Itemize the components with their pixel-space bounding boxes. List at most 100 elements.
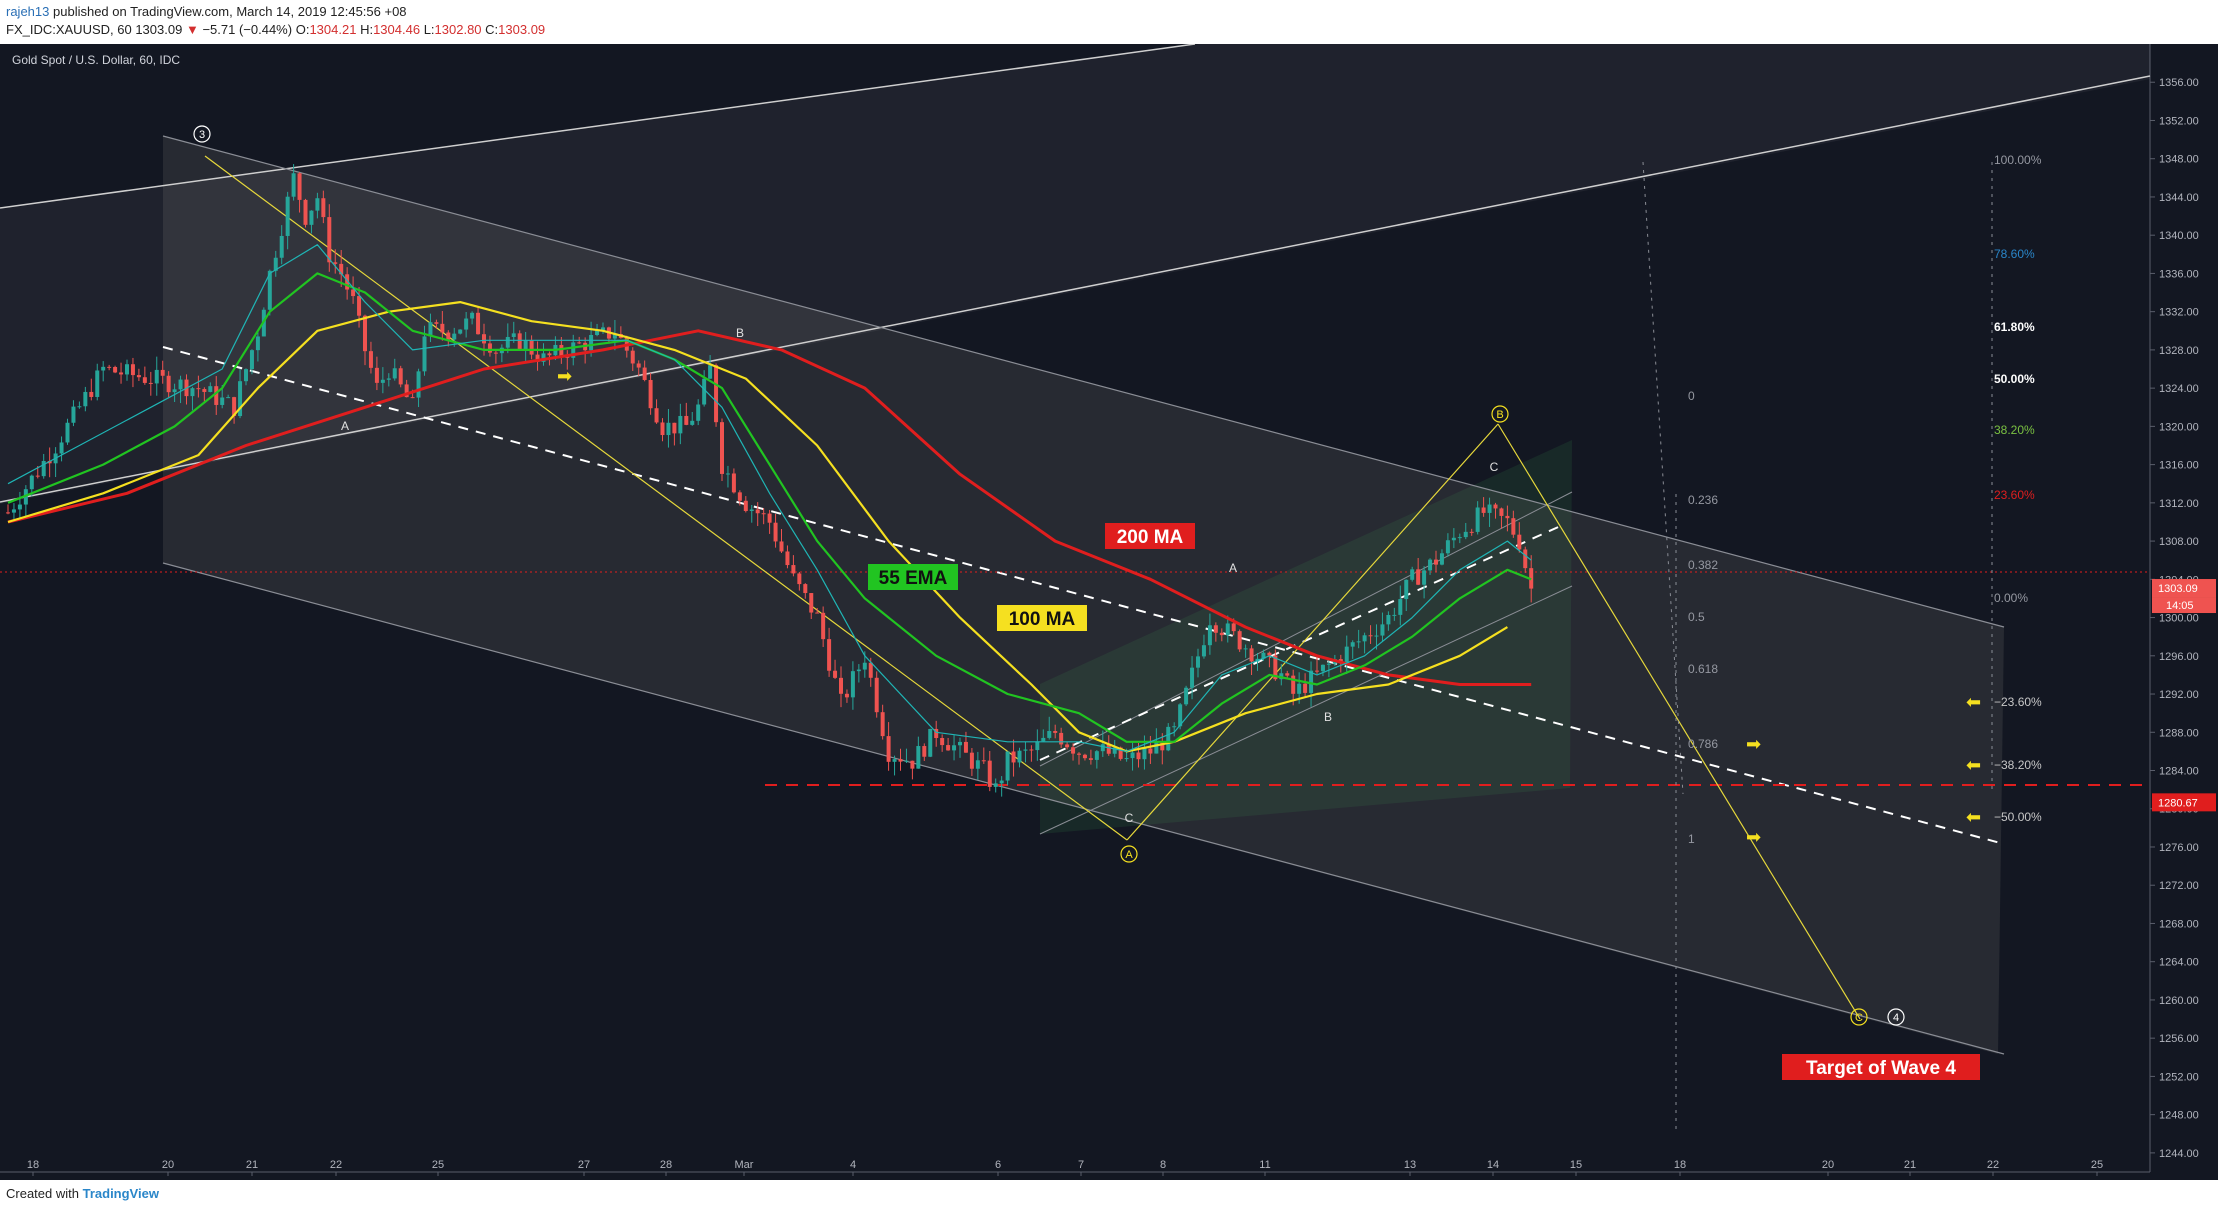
candle-body	[487, 343, 492, 353]
price-tick-label: 1272.00	[2159, 880, 2199, 892]
wave-line-3-A	[204, 155, 1128, 841]
candle-body	[1184, 687, 1189, 705]
wave-circled-b-label: B	[1496, 409, 1503, 421]
tradingview-logo[interactable]: TradingView	[82, 1186, 159, 1201]
candle-body	[1130, 752, 1135, 759]
candle-body	[975, 760, 980, 769]
candle-body	[589, 335, 594, 351]
candle-body	[910, 760, 915, 769]
candle-body	[1469, 531, 1474, 533]
candle-body	[946, 745, 951, 751]
candle-body	[1356, 641, 1361, 643]
footer: Created with TradingView	[0, 1180, 2218, 1209]
candle-body	[1505, 515, 1510, 519]
candle-body	[595, 330, 600, 336]
candle-body	[363, 315, 367, 352]
time-tick-label: 20	[162, 1159, 174, 1171]
candle-body	[797, 573, 802, 585]
candle-body	[398, 368, 403, 385]
candle-body	[958, 741, 962, 746]
candle-body	[547, 353, 552, 356]
candle-body	[1439, 553, 1444, 565]
price-tick-label: 1328.00	[2159, 345, 2199, 357]
fib-time-diagonal	[1642, 161, 1684, 795]
fib-level-label: 50.00%	[1994, 372, 2035, 386]
candle-body	[1077, 753, 1081, 755]
upper-channel-fill	[0, 44, 2150, 504]
candle-body	[1428, 559, 1433, 571]
candle-body	[1100, 744, 1105, 752]
price-chart[interactable]: 200 MA 55 EMA 100 MA Target of Wave 4 3 A B A A C…	[0, 44, 2218, 1180]
candle-body	[136, 375, 141, 378]
wave-line-B-C	[1497, 423, 1861, 1020]
time-tick-label: 21	[1904, 1159, 1916, 1171]
candle-body	[238, 381, 243, 417]
candle-body	[1243, 648, 1248, 650]
candle-body	[309, 210, 314, 225]
candle-body	[202, 389, 207, 392]
wave-a2-label: A	[1229, 561, 1237, 575]
candle-body	[1017, 750, 1022, 763]
candle-body	[749, 509, 754, 511]
time-tick-label: 8	[1160, 1159, 1166, 1171]
close-value: 1303.09	[498, 22, 546, 37]
candle-body	[95, 370, 100, 397]
candle-body	[148, 382, 153, 384]
candle-body	[303, 199, 308, 225]
candle-body	[981, 760, 986, 762]
candle-body	[1475, 507, 1480, 532]
candle-body	[404, 384, 409, 398]
high-label: H:	[360, 22, 374, 37]
candle-body	[1065, 744, 1070, 748]
candle-body	[839, 677, 843, 694]
candle-body	[1326, 663, 1331, 665]
wave-b-label: B	[736, 326, 744, 340]
candle-body	[725, 473, 730, 475]
rising-channel-bottom	[1039, 585, 1573, 835]
open-label: O:	[295, 22, 310, 37]
candle-body	[327, 217, 332, 263]
candle-body	[779, 541, 784, 552]
chart-background	[0, 44, 2218, 1180]
candle-body	[154, 369, 159, 384]
price-tick-label: 1268.00	[2159, 918, 2199, 930]
candle-body	[642, 367, 647, 380]
candle-body	[226, 397, 231, 399]
label-200-ma: 200 MA	[1117, 527, 1184, 548]
close-label: C:	[485, 22, 499, 37]
candle-body	[267, 270, 272, 310]
candle-body	[791, 565, 796, 574]
time-axis[interactable]	[0, 1172, 2150, 1180]
candle-body	[1499, 508, 1504, 516]
price-change: −5.71 (−0.44%)	[202, 22, 293, 37]
candle-body	[1487, 504, 1492, 513]
time-tick-label: 22	[330, 1159, 342, 1171]
candle-body	[1303, 683, 1308, 693]
candle-body	[166, 375, 171, 393]
candle-body	[850, 671, 855, 698]
last-time-tag: 14:05	[2166, 600, 2194, 612]
candle-body	[517, 333, 522, 350]
candle-body	[952, 745, 957, 751]
ma-line	[7, 244, 1532, 752]
candle-body	[125, 364, 129, 375]
candle-body	[1249, 648, 1254, 662]
price-tick-label: 1340.00	[2159, 230, 2199, 242]
candle-body	[1517, 534, 1522, 550]
candle-body	[35, 475, 40, 477]
candle-body	[720, 422, 724, 474]
candle-body	[1493, 504, 1498, 509]
price-tick-label: 1344.00	[2159, 192, 2199, 204]
price-tick-label: 1348.00	[2159, 154, 2199, 166]
candle-body	[470, 312, 475, 319]
fib-level-label: 38.20%	[1994, 423, 2035, 437]
username-link[interactable]: rajeh13	[6, 4, 50, 19]
wave-circled-a-label: A	[1125, 849, 1133, 861]
candle-body	[541, 353, 546, 362]
candle-body	[1404, 579, 1409, 600]
candle-body	[648, 379, 653, 409]
footer-created-with: Created with	[6, 1186, 79, 1201]
candle-body	[511, 333, 516, 337]
candle-body	[1320, 664, 1325, 672]
candle-body	[190, 388, 195, 397]
